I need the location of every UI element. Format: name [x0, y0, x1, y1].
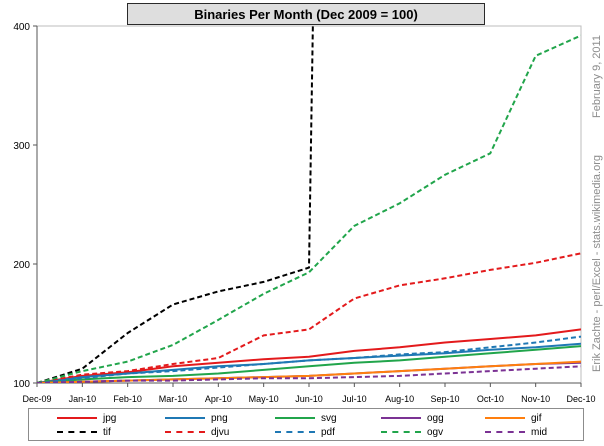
y-tick-label: 200 [13, 260, 30, 271]
x-tick-label: Jan-10 [69, 394, 97, 404]
legend-label: gif [531, 412, 542, 424]
credit-author: Erik Zachte - perl/Excel - stats.wikimed… [591, 154, 603, 372]
legend-item-ogg: ogg [381, 411, 444, 425]
legend-swatch [57, 417, 97, 419]
x-tick-label: Aug-10 [385, 394, 414, 404]
legend-swatch [381, 431, 421, 433]
legend-item-pdf: pdf [275, 425, 335, 439]
series-line-ogv [37, 34, 581, 383]
legend-swatch [485, 417, 525, 419]
legend-item-jpg: jpg [57, 411, 116, 425]
legend-label: djvu [211, 426, 230, 438]
x-tick-label: Jun-10 [295, 394, 323, 404]
legend-swatch [275, 417, 315, 419]
credit-date: February 9, 2011 [591, 35, 603, 118]
series-line-svg [37, 345, 581, 383]
series-line-djvu [37, 252, 581, 383]
y-tick-label: 300 [13, 141, 30, 152]
x-tick-label: Mar-10 [159, 394, 188, 404]
plot-frame [36, 25, 582, 384]
legend-item-djvu: djvu [165, 425, 229, 439]
series-line-mid [37, 365, 581, 383]
y-tick-label: 100 [13, 379, 30, 390]
legend-swatch [485, 431, 525, 433]
x-tick-label: Dec-09 [22, 394, 51, 404]
chart-title: Binaries Per Month (Dec 2009 = 100) [127, 3, 485, 25]
legend-item-tif: tif [57, 425, 111, 439]
y-tick-label: 400 [13, 22, 30, 33]
legend-label: svg [321, 412, 337, 424]
x-tick-label: Feb-10 [113, 394, 142, 404]
legend-label: pdf [321, 426, 335, 438]
legend-swatch [381, 417, 421, 419]
series-line-tif [37, 26, 314, 383]
legend-item-gif: gif [485, 411, 542, 425]
series-line-pdf [37, 335, 581, 383]
x-tick-label: May-10 [249, 394, 279, 404]
legend-item-svg: svg [275, 411, 337, 425]
legend-label: ogv [427, 426, 444, 438]
series-line-jpg [37, 328, 581, 383]
legend-swatch [275, 431, 315, 433]
legend-swatch [57, 431, 97, 433]
x-tick-label: Apr-10 [205, 394, 232, 404]
legend-swatch [165, 431, 205, 433]
legend-label: mid [531, 426, 548, 438]
legend-item-mid: mid [485, 425, 547, 439]
x-tick-label: Oct-10 [477, 394, 504, 404]
x-tick-label: Jul-10 [342, 394, 367, 404]
legend-label: jpg [103, 412, 117, 424]
legend-item-png: png [165, 411, 228, 425]
x-tick-label: Nov-10 [521, 394, 550, 404]
legend-label: png [211, 412, 228, 424]
legend-item-ogv: ogv [381, 425, 443, 439]
x-tick-label: Sep-10 [430, 394, 459, 404]
legend-label: ogg [427, 412, 444, 424]
legend-label: tif [103, 426, 111, 438]
legend: jpg png svg ogg gif tif djvu pdf ogv mid [28, 408, 584, 441]
legend-swatch [165, 417, 205, 419]
x-tick-label: Dec-10 [566, 394, 595, 404]
